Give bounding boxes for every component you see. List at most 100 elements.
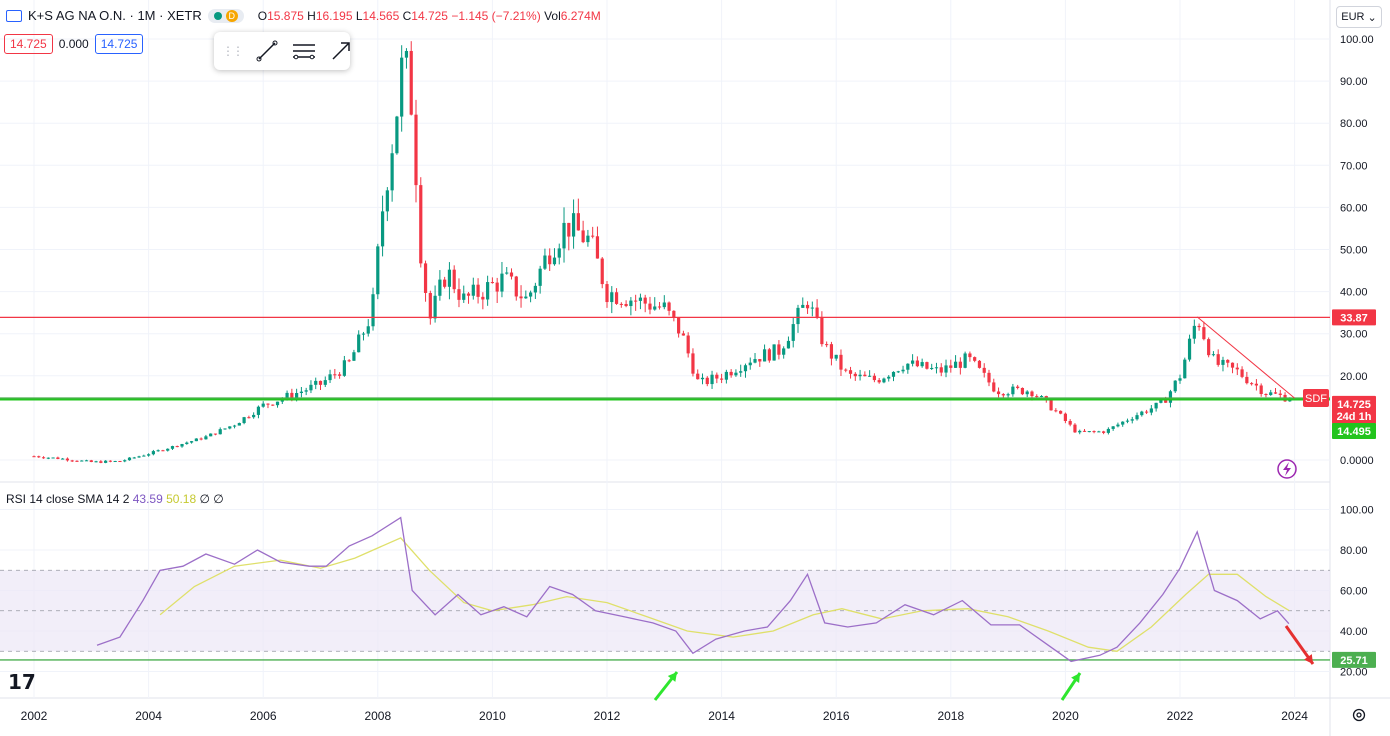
lightning-icon <box>1277 459 1297 479</box>
candle-body <box>275 401 280 406</box>
y-tick-label: 40.00 <box>1340 287 1368 299</box>
candle-body <box>108 460 112 462</box>
candle-body <box>1235 367 1239 370</box>
candle-body <box>1221 359 1225 365</box>
rsi-legend: RSI 14 close SMA 14 2 43.59 50.18 ∅ ∅ <box>6 492 224 506</box>
candle-body <box>400 57 404 117</box>
candle-body <box>175 446 179 448</box>
candle-body <box>1269 392 1273 395</box>
candle-body <box>782 348 786 355</box>
currency-label: EUR <box>1341 11 1365 23</box>
candle-body <box>963 353 967 368</box>
gear-icon[interactable] <box>1351 707 1367 723</box>
candle-body <box>433 295 437 319</box>
candle-body <box>729 371 733 376</box>
candle-body <box>815 307 819 317</box>
candle-body <box>839 354 843 370</box>
candle-body <box>338 374 342 376</box>
last-price-tag-bg <box>1332 395 1376 424</box>
candle-body <box>748 362 752 366</box>
symbol-title[interactable]: K+S AG NA O.N. · 1M · XETR <box>28 8 202 23</box>
candle-body <box>256 406 261 415</box>
candle-body <box>1173 380 1177 392</box>
candle-body <box>509 272 514 277</box>
axes: 2002 2004 2006 2008 2010 2012 2014 2016 2018 2020… <box>21 34 1374 723</box>
candle-body <box>495 282 499 292</box>
rsi-line <box>96 516 1290 663</box>
candle-body <box>151 451 155 455</box>
x-tick-label: 2022 <box>1167 709 1194 723</box>
candle-body <box>710 374 714 385</box>
candle-body <box>715 374 719 379</box>
candle-body <box>610 292 614 303</box>
candle-body <box>858 374 862 377</box>
spread-value: 0.000 <box>58 37 89 51</box>
candle-body <box>481 296 485 300</box>
rsi-value-3: ∅ <box>199 492 210 506</box>
candle-body <box>1102 431 1106 433</box>
price-tag-14-495-text: 14.495 <box>1337 426 1371 438</box>
x-tick-label: 2006 <box>250 709 277 723</box>
candle-body <box>1149 408 1153 413</box>
drag-handle-icon[interactable]: ⋮⋮ <box>222 44 244 58</box>
candle-body <box>127 457 132 461</box>
sell-price-box[interactable]: 14.725 <box>4 34 53 54</box>
candle-body <box>1049 399 1053 411</box>
buy-price-box[interactable]: 14.725 <box>94 34 144 54</box>
candle-body <box>920 362 924 367</box>
candle-body <box>934 367 939 369</box>
candle-body <box>99 461 103 463</box>
candle-body <box>1264 394 1268 396</box>
candle-body <box>32 456 36 458</box>
y-tick-label: 80.00 <box>1340 118 1368 130</box>
candle-body <box>500 273 504 292</box>
candle-body <box>614 292 619 304</box>
y-tick-label: 30.00 <box>1340 329 1368 341</box>
candle-body <box>700 377 705 380</box>
candle-body <box>887 376 891 379</box>
candle-body <box>1078 430 1082 433</box>
candle-body <box>915 360 919 367</box>
candle-body <box>232 425 237 427</box>
candle-body <box>953 361 958 368</box>
candle-body <box>1006 394 1010 396</box>
candle-body <box>968 353 972 358</box>
candle-body <box>1068 421 1072 425</box>
rsi-label[interactable]: RSI 14 close SMA 14 2 <box>6 492 130 506</box>
candle-body <box>347 360 351 362</box>
last-price-tag-text: 14.725 <box>1337 399 1371 411</box>
candle-body <box>199 438 203 440</box>
currency-selector[interactable]: EUR ⌄ <box>1336 6 1382 28</box>
tradingview-logo[interactable]: 17 <box>8 670 36 694</box>
candle-body <box>657 306 662 308</box>
candle-body <box>1202 327 1206 340</box>
candle-body <box>46 457 50 459</box>
trend-line-tool-icon[interactable] <box>256 39 278 63</box>
candle-body <box>696 373 700 380</box>
red-arrow-icon-head <box>1304 654 1313 664</box>
symbol-tag-bg <box>1303 389 1329 408</box>
candle-body <box>514 276 518 297</box>
candle-body <box>61 458 65 460</box>
candle-body <box>242 417 246 424</box>
arrow-tool-icon[interactable] <box>330 39 352 63</box>
candle-body <box>524 296 528 299</box>
rsi-tag-25-71-bg <box>1332 651 1376 668</box>
candle-body <box>1140 411 1144 416</box>
candle-body <box>1273 392 1278 394</box>
x-tick-label: 2010 <box>479 709 506 723</box>
candle-body <box>586 235 590 243</box>
market-status-badge[interactable]: D <box>207 8 244 23</box>
candle-body <box>380 211 385 247</box>
candle-body <box>1059 410 1063 414</box>
candle-body <box>1226 359 1230 363</box>
candle-body <box>896 371 900 373</box>
candle-body <box>80 460 84 462</box>
x-tick-label: 2008 <box>364 709 391 723</box>
rsi-tick-label: 80.00 <box>1340 545 1368 557</box>
candle-body <box>323 380 327 385</box>
horizontal-lines-tool-icon[interactable] <box>292 39 316 63</box>
candle-body <box>142 455 146 457</box>
candle-body <box>1054 410 1058 412</box>
